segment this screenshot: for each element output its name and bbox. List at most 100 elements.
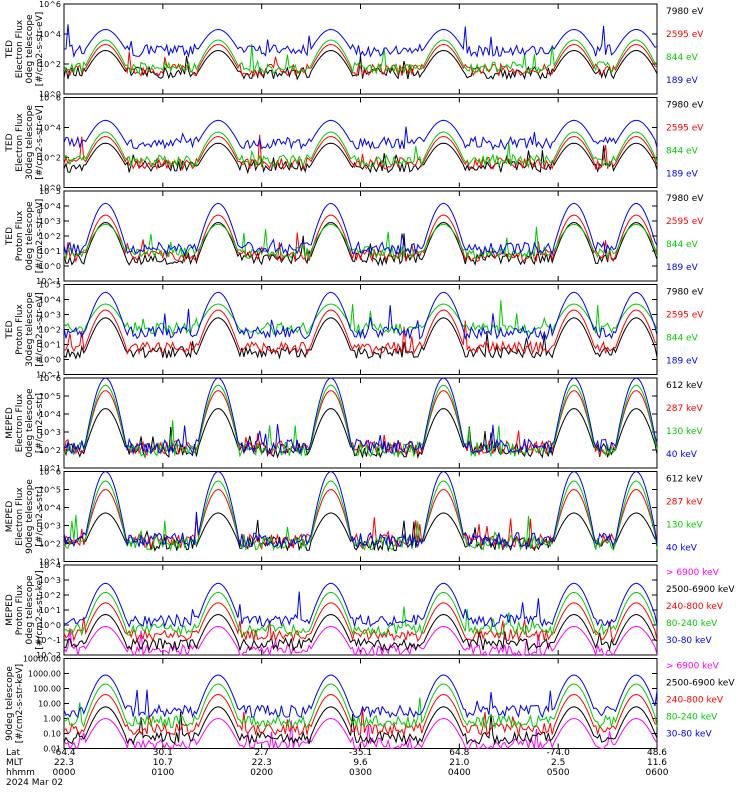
time-axis-footer: Lat MLT hhmm 2024 Mar 02 -64.4 30.1 2.7 -35… [6,748,669,788]
legend-entry: 240-800 keV [666,602,724,612]
series-line-3 [63,480,658,552]
series-line-3 [63,384,658,458]
y-axis-label: [#/cm2-s-str-keV] [15,664,25,743]
y-tick-label: 10^2 [39,446,61,455]
footer-value: 0200 [250,768,273,778]
y-tick-label: 10000.00 [23,655,61,664]
footer-value: 9.6 [353,758,368,768]
legend-entry: 612 keV [666,381,703,391]
panel-6: 10^1 10^2 10^3 10^4 10^5 10^6 MEPED Electron Fl… [5,468,703,567]
y-tick-label: 0.01 [43,745,61,754]
y-tick-label: 10^4 [39,410,61,419]
footer-value: 2.5 [551,758,565,768]
panel-frame [63,190,658,282]
y-tick-label: 10^0 [39,262,61,271]
footer-value: 0500 [547,768,570,778]
y-tick-label: 10^5 [39,187,61,196]
legend-entry: 7980 eV [666,194,704,204]
legend-entry: 2500-6900 keV [666,585,735,595]
legend-entry: 189 eV [666,170,699,180]
y-axis-label: [#/cm2-s-str-eV] [35,12,45,87]
legend-entry: 844 eV [666,240,699,250]
series-line-4 [63,470,658,549]
y-axis-label: Proton Flux [15,304,25,355]
y-tick-label: 10^3 [39,311,61,320]
legend-entry: 2595 eV [666,124,704,134]
series-line-4 [63,591,658,638]
y-tick-label: 10^2 [39,154,61,163]
series-line-4 [63,377,658,456]
footer-value: 22.3 [54,758,74,768]
footer-row-label-hhmm: hhmm [6,768,35,778]
series-line-1 [63,625,658,657]
legend-entry: 612 keV [666,475,703,485]
y-axis-label: Electron Flux [15,487,25,546]
series-line-1 [63,142,658,175]
y-axis-label: Electron Flux [15,113,25,172]
y-axis-label: 30deg telescope [25,292,35,367]
series-line-2 [63,613,658,652]
y-axis-label: 0deg telescope [25,575,35,645]
legend-entry: 30-80 keV [666,636,712,646]
legend-entry: 30-80 keV [666,730,712,740]
y-axis-label: TED [5,40,15,59]
legend-entry: 7980 eV [666,288,704,298]
series-line-2 [63,214,658,264]
legend-entry: 130 keV [666,521,703,531]
y-tick-label: 10^1 [39,606,61,615]
legend-entry: 40 keV [666,450,698,460]
footer-value: 0100 [151,768,174,778]
footer-value: 0300 [349,768,372,778]
y-tick-label: 10^5 [39,281,61,290]
y-tick-label: 10^-1 [36,277,61,286]
y-axis-label: Electron Flux [15,393,25,452]
legend-entry: 189 eV [666,76,699,86]
y-axis-label: [#/cm2-s-str-eV] [35,105,45,180]
y-tick-label: 0.10 [43,730,61,739]
y-tick-label: 10^3 [39,217,61,226]
y-axis-label: 0deg telescope [25,201,35,271]
footer-value: 64.8 [449,748,469,758]
y-axis-label: Proton Flux [15,210,25,261]
y-axis-label: [#/cm2-s-str-eV] [35,199,45,274]
y-axis-label: TED [5,320,15,339]
series-line-5 [63,674,658,719]
footer-value: 30.1 [153,748,173,758]
panel-3: 10^-1 10^0 10^1 10^2 10^3 10^4 10^5 TED Proton F… [5,187,704,286]
y-tick-label: 10^6 [39,374,61,383]
legend-entry: 844 eV [666,147,699,157]
y-tick-label: 10^-1 [36,636,61,645]
panel-7: 10^-2 10^-1 10^0 10^1 10^2 10^3 10^4 MEPED Proto… [5,561,735,660]
footer-value: 22.3 [252,758,272,768]
series-line-4 [63,291,658,341]
legend-entry: > 6900 keV [666,568,720,578]
series-line-1 [63,221,658,267]
y-axis-label: MEPED [5,594,15,626]
panel-1: 10^0 10^2 10^4 10^6 TED Electron Flux 0deg tel… [5,0,704,99]
y-tick-label: 10^4 [39,561,61,570]
y-axis-label: 30deg telescope [25,105,35,180]
legend-entry: 80-240 keV [666,713,718,723]
legend-entry: > 6900 keV [666,662,720,672]
footer-row-label-mlt: MLT [6,758,24,768]
y-tick-label: 10^4 [39,202,61,211]
y-tick-label: 10^2 [39,232,61,241]
y-axis-label: 90deg telescope [5,666,15,741]
y-tick-label: 10^3 [39,576,61,585]
legend-entry: 2500-6900 keV [666,679,735,689]
panel-8: 0.01 0.10 1.00 10.00 100.00 1000.00 10000.00 90… [5,655,735,754]
footer-value: -64.4 [52,748,76,758]
footer-value: 2.7 [255,748,269,758]
y-axis-label: 90deg telescope [25,479,35,554]
series-line-3 [63,131,658,169]
y-axis-label: [#/cm2-s-str-keV] [35,570,45,649]
series-line-3 [63,223,658,260]
footer-value: 48.6 [647,748,667,758]
legend-entry: 40 keV [666,544,698,554]
series-line-2 [63,309,658,356]
y-axis-label: [#/cm2-s-str] [35,393,45,453]
y-tick-label: 10^1 [39,341,61,350]
series-line-2 [63,134,658,171]
y-axis-label: MEPED [5,501,15,533]
legend-entry: 240-800 keV [666,696,724,706]
